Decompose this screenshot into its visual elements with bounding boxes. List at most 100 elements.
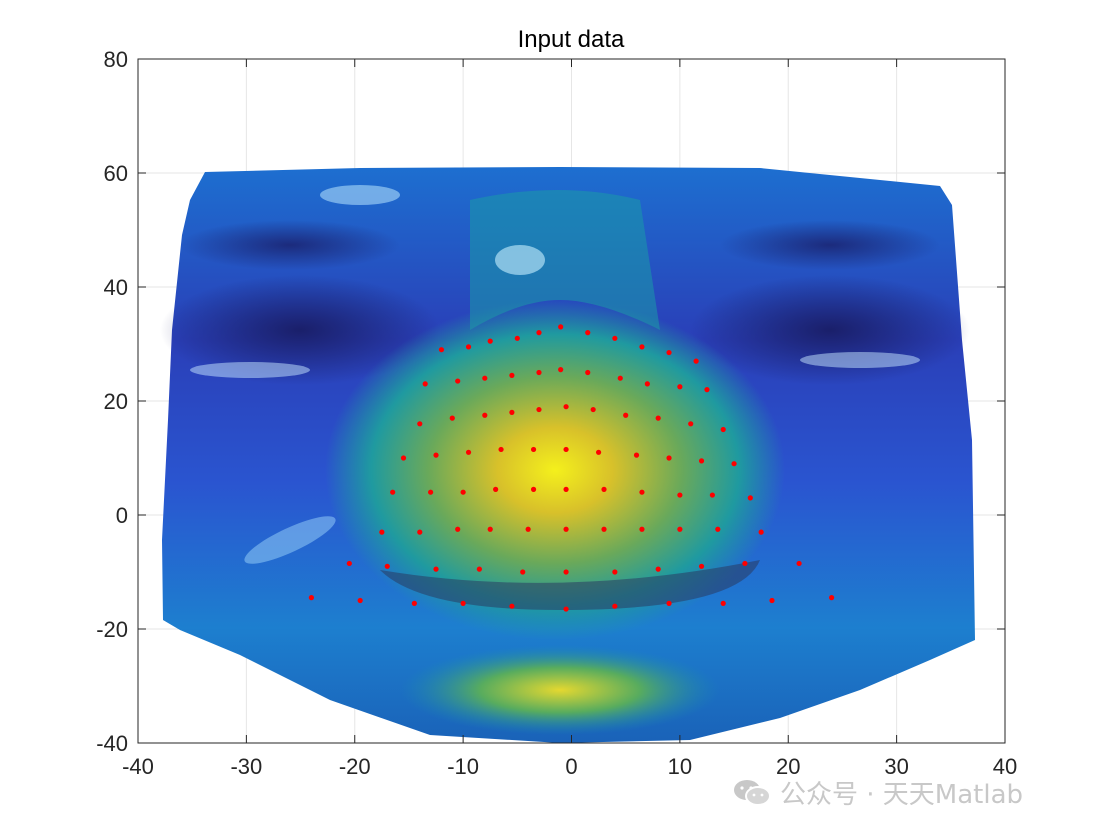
data-point <box>698 458 705 464</box>
data-point <box>644 381 650 387</box>
data-point <box>449 415 455 421</box>
data-point <box>698 563 705 569</box>
data-point <box>465 344 472 350</box>
x-tick-label: 10 <box>668 754 692 779</box>
data-point <box>400 455 407 461</box>
y-tick-label: 80 <box>104 47 128 72</box>
data-point <box>585 330 591 336</box>
x-tick-label: -20 <box>339 754 371 779</box>
y-tick-label: -40 <box>96 731 128 756</box>
data-point <box>346 560 352 567</box>
data-point <box>758 529 764 535</box>
data-point <box>536 406 542 413</box>
data-point <box>563 526 569 532</box>
data-point <box>595 449 602 455</box>
data-point <box>639 344 645 350</box>
data-point <box>590 406 596 413</box>
y-tick-label: 20 <box>104 389 128 414</box>
data-point <box>433 452 439 458</box>
x-tick-labels: -40 -30 -20 -10 0 10 20 30 40 <box>122 754 1017 779</box>
data-point <box>715 526 721 532</box>
axis-ticks <box>137 58 1006 744</box>
data-point <box>666 349 672 356</box>
data-point <box>428 489 434 495</box>
data-point <box>357 597 363 604</box>
data-point <box>601 526 607 532</box>
data-point <box>530 446 537 453</box>
y-tick-label: 0 <box>116 503 128 528</box>
data-point <box>720 600 726 606</box>
data-point <box>498 446 504 453</box>
data-point <box>509 409 515 415</box>
y-tick-label: 60 <box>104 161 128 186</box>
data-point <box>666 600 672 606</box>
x-tick-label: -40 <box>122 754 154 779</box>
data-point <box>379 529 385 535</box>
data-point <box>655 566 661 572</box>
data-point <box>829 595 835 601</box>
data-point <box>558 324 564 330</box>
data-point <box>731 461 737 467</box>
data-point <box>465 449 472 455</box>
data-point <box>666 455 672 461</box>
data-point <box>612 569 618 575</box>
data-point <box>482 375 488 381</box>
data-point <box>623 412 629 418</box>
data-point <box>433 566 439 572</box>
data-point <box>460 489 466 495</box>
chart-title: Input data <box>518 26 625 53</box>
x-tick-label: 30 <box>884 754 908 779</box>
data-point <box>601 486 607 492</box>
y-tick-label: -20 <box>96 617 128 642</box>
data-point <box>514 335 520 341</box>
data-point <box>487 526 493 532</box>
data-point <box>411 600 417 606</box>
watermark-text: 公众号 · 天天Matlab <box>780 780 1024 810</box>
data-point <box>709 492 715 498</box>
x-tick-label: 40 <box>993 754 1017 779</box>
data-point <box>417 529 423 535</box>
data-point <box>655 415 661 421</box>
data-point <box>639 526 645 532</box>
face-surface-image <box>160 167 975 743</box>
data-point <box>476 566 482 572</box>
data-point <box>417 421 423 427</box>
y-tick-labels: -40 -20 0 20 40 60 80 <box>96 47 128 756</box>
x-tick-label: -30 <box>230 754 262 779</box>
data-point <box>677 492 683 498</box>
data-point <box>438 347 445 353</box>
data-point <box>455 378 461 384</box>
data-point <box>633 452 640 458</box>
data-point <box>677 384 683 390</box>
data-point <box>742 560 748 567</box>
data-point <box>563 569 569 575</box>
data-point <box>693 358 699 364</box>
data-point <box>384 563 390 569</box>
data-point <box>509 372 515 378</box>
data-point <box>769 597 775 604</box>
data-point <box>422 381 428 387</box>
x-tick-label: 0 <box>565 754 577 779</box>
data-point <box>455 526 461 532</box>
data-point <box>563 486 569 492</box>
data-point <box>482 412 488 418</box>
data-point <box>612 335 618 341</box>
data-point <box>677 526 683 532</box>
data-point <box>720 426 726 433</box>
data-point <box>493 486 499 492</box>
watermark: 公众号 · 天天Matlab <box>732 774 1023 811</box>
data-point <box>530 486 537 492</box>
data-point <box>390 489 396 495</box>
data-point <box>525 526 531 532</box>
data-point <box>308 595 314 601</box>
data-point <box>487 338 493 344</box>
data-point <box>617 375 623 381</box>
data-point <box>612 603 618 609</box>
data-point <box>563 606 569 612</box>
data-point <box>558 367 564 373</box>
data-point <box>460 600 466 606</box>
data-point <box>536 369 542 376</box>
x-tick-label: -10 <box>447 754 479 779</box>
data-point <box>688 421 694 427</box>
